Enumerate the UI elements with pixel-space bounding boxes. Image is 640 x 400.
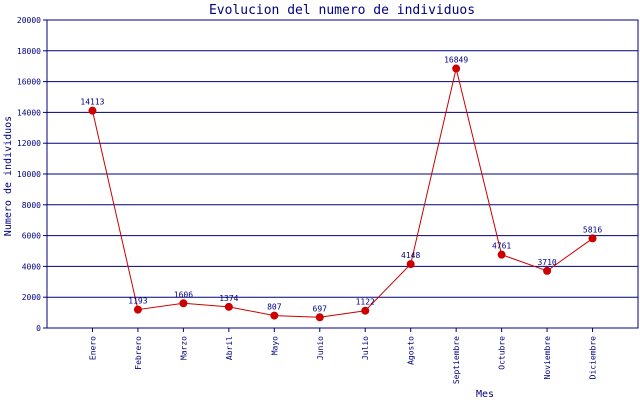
x-tick-label: Enero [88, 336, 97, 360]
y-axis-ticks: 0 2000 4000 6000 8000 10000 12000 14000 16000 180… [17, 16, 47, 333]
data-point [224, 302, 233, 311]
y-tick-label: 18000 [17, 47, 41, 56]
x-tick-label: Noviembre [543, 336, 552, 380]
x-tick-label: Agosto [407, 336, 416, 365]
series-line [91, 68, 593, 318]
x-axis-ticks: Enero Febrero Marzo Abril Mayo Junio Julio Agos… [88, 328, 598, 384]
y-tick-label: 20000 [17, 16, 41, 25]
x-tick-label: Diciembre [589, 336, 598, 380]
data-point [88, 106, 97, 115]
chart-title: Evolucion del numero de individuos [209, 3, 475, 18]
y-tick-label: 0 [36, 324, 41, 333]
data-point [315, 313, 324, 322]
data-label: 697 [313, 304, 328, 313]
data-label: 1193 [128, 297, 147, 306]
data-label: 5816 [583, 225, 602, 234]
data-label: 4148 [401, 251, 420, 260]
y-tick-label: 8000 [22, 201, 41, 210]
x-tick-label: Octubre [498, 336, 507, 370]
data-label: 3710 [537, 258, 556, 267]
y-tick-label: 16000 [17, 78, 41, 87]
x-tick-label: Mayo [270, 336, 279, 355]
x-tick-label: Febrero [134, 336, 143, 370]
data-label: 1374 [219, 294, 238, 303]
y-tick-label: 12000 [17, 139, 41, 148]
y-axis-title: Numero de individuos [3, 116, 14, 236]
x-tick-label: Abril [225, 336, 234, 360]
data-point [588, 234, 597, 243]
data-label: 1122 [356, 298, 375, 307]
data-label: 4761 [492, 242, 511, 251]
data-markers [88, 64, 597, 322]
x-tick-label: Septiembre [452, 336, 461, 384]
gridlines [47, 19, 638, 329]
data-label: 16849 [444, 56, 468, 65]
x-tick-label: Junio [316, 336, 325, 360]
y-tick-label: 14000 [17, 108, 41, 117]
data-point [406, 260, 415, 269]
data-point [179, 299, 188, 308]
y-tick-label: 6000 [22, 232, 41, 241]
x-axis-title: Mes [476, 389, 494, 400]
y-tick-label: 10000 [17, 170, 41, 179]
data-point [497, 250, 506, 259]
data-label: 1606 [174, 290, 193, 299]
data-point [133, 305, 142, 314]
data-point [452, 64, 461, 73]
data-labels: 14113 1193 1606 1374 807 697 1122 4148 16849 4761… [80, 56, 602, 314]
x-tick-label: Julio [361, 336, 370, 360]
data-point [543, 266, 552, 275]
y-tick-label: 2000 [22, 293, 41, 302]
data-label: 807 [267, 303, 282, 312]
data-point [361, 306, 370, 315]
y-tick-label: 4000 [22, 262, 41, 271]
x-tick-label: Marzo [179, 336, 188, 360]
data-point [270, 311, 279, 320]
data-label: 14113 [80, 98, 104, 107]
